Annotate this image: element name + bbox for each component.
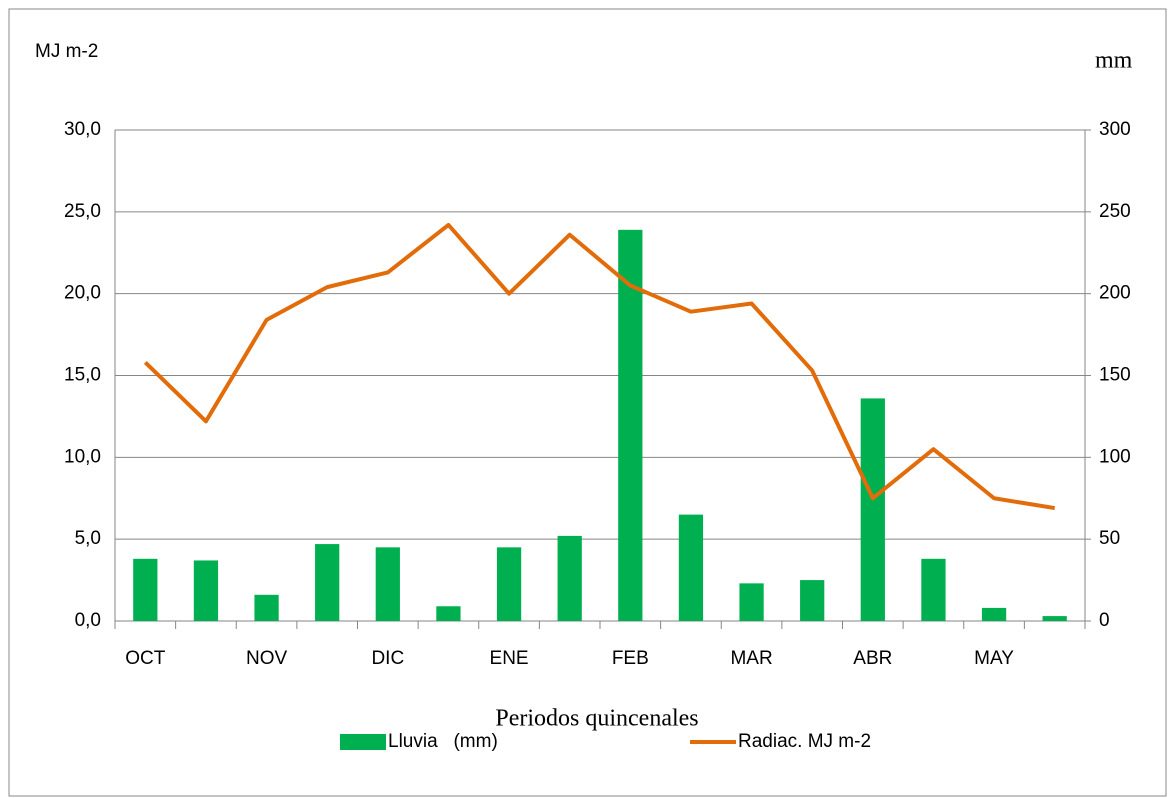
y-tick-label: 0,0 [75,610,101,631]
y-tick-label: 25,0 [64,201,101,222]
y-axis-title: MJ m-2 [35,41,98,62]
y2-tick-label: 50 [1099,528,1120,549]
y2-axis-title: mm [1095,48,1133,74]
y2-tick-label: 100 [1099,446,1131,467]
legend-label: Lluvia (mm) [388,731,498,752]
bar [254,594,279,621]
bar [133,558,158,621]
x-tick-label: NOV [246,648,288,669]
bar [860,398,885,621]
x-axis-title: Periodos quincenales [495,706,698,732]
chart-frame [8,8,1167,797]
x-tick-label: FEB [612,648,649,669]
y2-tick-label: 0 [1099,610,1110,631]
bar [557,535,582,621]
bar [496,547,522,621]
bar [739,583,764,621]
y2-tick-label: 300 [1099,119,1131,140]
y-tick-label: 20,0 [64,283,101,304]
bar [618,229,643,621]
y-tick-label: 5,0 [75,528,101,549]
bar [1042,616,1067,621]
bar [193,560,219,621]
y2-tick-label: 200 [1099,283,1131,304]
bar [921,558,946,621]
x-tick-label: ENE [490,648,529,669]
x-tick-label: MAY [974,648,1014,669]
x-tick-label: MAR [730,648,772,669]
y-tick-label: 10,0 [64,446,101,467]
bar [436,606,461,621]
x-tick-label: DIC [371,648,404,669]
line [143,222,1056,511]
x-tick-label: OCT [125,648,166,669]
bar [800,580,825,621]
y2-tick-label: 250 [1099,201,1131,222]
bar [981,607,1007,621]
bar [375,547,400,621]
y-tick-label: 30,0 [64,119,101,140]
x-tick-label: ABR [853,648,892,669]
y2-tick-label: 150 [1099,365,1131,386]
legend-label: Radiac. MJ m-2 [738,731,871,752]
bar [678,514,704,621]
bar [315,544,340,621]
y-tick-label: 15,0 [64,365,101,386]
legend-swatch [340,734,386,750]
